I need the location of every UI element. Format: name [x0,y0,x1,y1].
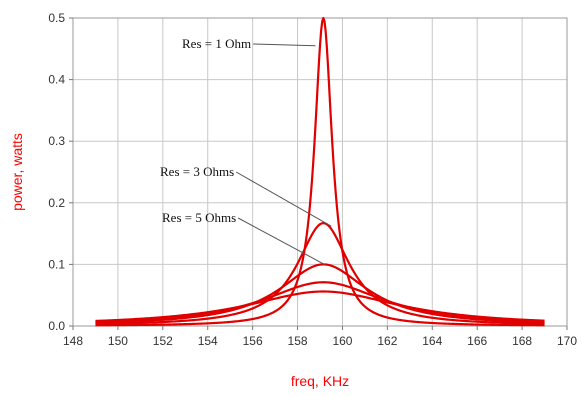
y-tick-label: 0.5 [48,11,65,25]
annotation-label-1: Res = 1 Ohm [182,36,251,51]
series-line-5 [95,290,545,323]
y-tick-label: 0.1 [48,257,65,271]
x-tick-label: 158 [288,334,308,348]
x-axis-title: freq, KHz [291,373,349,389]
annotation-leader-1 [253,43,316,47]
annotations: Res = 1 Ohm Res = 3 Ohms Res = 5 Ohms [160,36,332,265]
x-axis: 148 150 152 154 156 158 160 162 164 166 168 170 [63,326,577,348]
annotation-leader-2 [235,171,332,227]
grid [72,17,568,327]
y-tick-label: 0.2 [48,196,65,210]
x-tick-label: 148 [63,334,83,348]
y-tick-label: 0.3 [48,134,65,148]
y-tick-label: 0.4 [48,73,65,87]
x-tick-label: 150 [108,334,128,348]
annotation-label-2: Res = 3 Ohms [160,164,234,179]
x-tick-label: 170 [557,334,577,348]
x-tick-label: 166 [467,334,487,348]
annotation-leader-3 [237,217,325,265]
y-axis: 0.0 0.1 0.2 0.3 0.4 0.5 [48,11,73,333]
x-tick-label: 154 [198,334,218,348]
series-line-2 [95,222,545,326]
x-tick-label: 168 [512,334,532,348]
y-tick-label: 0.0 [48,319,65,333]
x-tick-label: 156 [243,334,263,348]
series-line-3 [95,263,545,324]
annotation-label-3: Res = 5 Ohms [162,210,236,225]
series-line-1 [95,16,545,327]
plot-area-border [72,17,568,327]
y-axis-title: power, watts [9,133,25,211]
series-group [95,16,545,327]
series-line-4 [95,281,545,323]
x-tick-label: 152 [153,334,173,348]
x-tick-label: 164 [422,334,442,348]
x-tick-label: 162 [377,334,397,348]
x-tick-label: 160 [332,334,352,348]
